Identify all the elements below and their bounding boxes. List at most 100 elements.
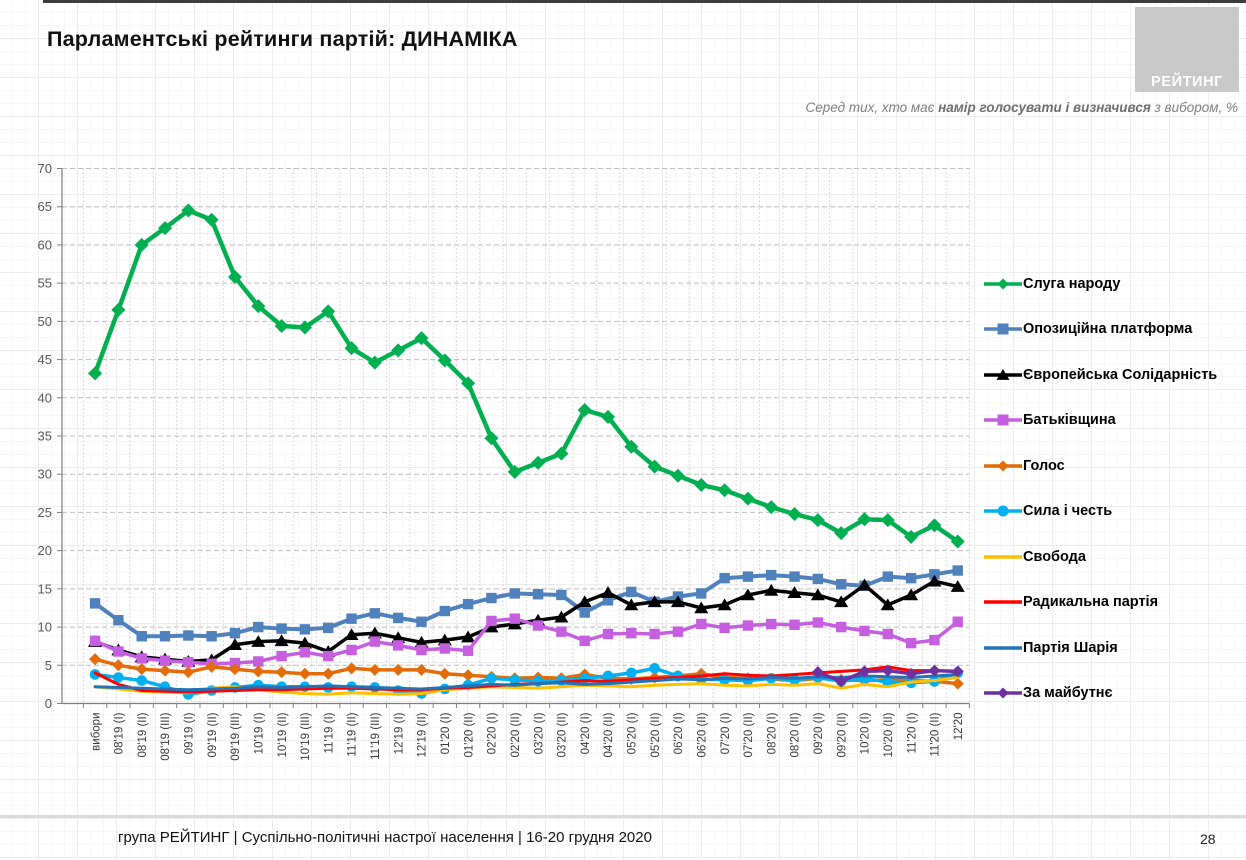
legend-label-yevropeiska-solidarnist: Європейська Солідарність — [1023, 366, 1218, 383]
series-marker-yevropeiska-solidarnist — [834, 595, 849, 608]
series-marker-opozytsiina-platforma — [952, 565, 963, 576]
series-marker-holos — [298, 667, 311, 680]
series-marker-opozytsiina-platforma — [882, 571, 893, 582]
x-axis-label: 05'20 (I) — [627, 712, 639, 754]
series-marker-batkivshchyna — [229, 657, 241, 669]
chart-legend: Слуга народу Опозиційна платформа Європейс… — [984, 261, 1246, 716]
x-axis-label: 12'19 (I) — [393, 712, 405, 754]
legend-marker-sluha-narodu — [997, 278, 1009, 290]
series-marker-holos — [135, 663, 148, 676]
series-marker-yevropeiska-solidarnist — [367, 626, 382, 639]
legend-swatch-yevropeiska-solidarnist — [984, 368, 1022, 380]
y-axis-label: 50 — [38, 314, 52, 329]
series-marker-opozytsiina-platforma — [626, 586, 637, 598]
subtitle-prefix: Серед тих, хто має — [805, 100, 939, 115]
series-marker-sluha-narodu — [297, 320, 312, 335]
series-marker-opozytsiina-platforma — [89, 598, 101, 609]
series-marker-batkivshchyna — [812, 617, 824, 628]
series-marker-batkivshchyna — [672, 626, 684, 637]
legend-label-radykalna-partiia: Радикальна партія — [1023, 594, 1159, 611]
x-axis-label: 03'20 (I) — [533, 712, 545, 754]
legend-item-za-maibutnie: За майбутнє — [984, 671, 1246, 717]
series-marker-opozytsiina-platforma — [742, 571, 754, 582]
series-marker-holos — [182, 666, 195, 679]
series-marker-yevropeiska-solidarnist — [414, 635, 429, 648]
series-marker-yevropeiska-solidarnist — [227, 638, 242, 650]
series-batkivshchyna — [89, 613, 963, 669]
series-marker-batkivshchyna — [696, 618, 707, 630]
x-axis-label: 08'20 (I) — [766, 712, 778, 754]
series-marker-opozytsiina-platforma — [696, 588, 707, 599]
series-marker-yevropeiska-solidarnist — [904, 588, 919, 601]
series-marker-holos — [392, 663, 405, 676]
series-marker-holos — [462, 669, 475, 682]
legend-marker-opozytsiina-platforma — [997, 323, 1009, 335]
series-marker-sluha-narodu — [111, 302, 126, 317]
series-marker-sluha-narodu — [904, 529, 919, 544]
x-axis-label: 08'20 (II) — [790, 712, 802, 757]
series-marker-holos — [252, 665, 265, 678]
x-axis-label: 10'19 (III) — [300, 712, 312, 760]
legend-item-opozytsiina-platforma: Опозиційна платформа — [984, 307, 1246, 353]
series-marker-batkivshchyna — [952, 616, 963, 627]
series-marker-opozytsiina-platforma — [556, 589, 567, 601]
footer-source: група РЕЙТИНГ | Суспільно-політичні наст… — [118, 829, 652, 846]
x-axis-label: 01'20 (II) — [463, 712, 475, 757]
series-marker-sluha-narodu — [484, 431, 499, 446]
series-marker-za-maibutnie — [858, 665, 871, 678]
subtitle-suffix: з вибором, % — [1150, 100, 1238, 115]
series-marker-opozytsiina-platforma — [766, 569, 777, 581]
series-marker-sluha-narodu — [717, 483, 732, 498]
legend-marker-holos — [997, 460, 1009, 472]
series-marker-opozytsiina-platforma — [416, 616, 427, 627]
series-marker-opozytsiina-platforma — [276, 623, 287, 634]
series-marker-sluha-narodu — [507, 464, 522, 479]
series-marker-batkivshchyna — [323, 650, 334, 662]
series-marker-holos — [415, 663, 428, 676]
series-marker-syla-i-chest — [509, 674, 521, 686]
series-marker-batkivshchyna — [299, 647, 311, 658]
x-axis-label: 10'19 (II) — [277, 712, 289, 757]
x-axis-label: 12'20 — [953, 713, 965, 741]
series-marker-batkivshchyna — [532, 620, 544, 631]
x-axis-label: 09'19 (II) — [207, 712, 219, 757]
series-marker-sluha-narodu — [88, 366, 103, 381]
series-marker-sluha-narodu — [577, 403, 592, 418]
series-marker-opozytsiina-platforma — [812, 573, 824, 585]
series-marker-yevropeiska-solidarnist — [694, 601, 709, 614]
series-marker-sluha-narodu — [367, 355, 382, 370]
rating-logo-text: РЕЙТИНГ — [1151, 74, 1223, 90]
x-axis-label: 08'19 (II) — [137, 712, 149, 757]
x-axis-label: 12'19 (II) — [417, 712, 429, 757]
series-marker-sluha-narodu — [321, 304, 336, 319]
series-line-partiia-shariia — [93, 673, 960, 692]
y-axis-label: 10 — [38, 620, 52, 635]
series-marker-batkivshchyna — [789, 619, 800, 630]
legend-swatch-svoboda — [984, 555, 1022, 559]
footer-divider — [0, 815, 1246, 818]
x-axis-label: 07'20 (I) — [720, 712, 732, 754]
legend-label-opozytsiina-platforma: Опозиційна платформа — [1023, 321, 1193, 338]
series-marker-batkivshchyna — [719, 622, 730, 634]
legend-item-syla-i-chest: Сила і честь — [984, 489, 1246, 535]
series-marker-opozytsiina-platforma — [159, 631, 171, 642]
series-marker-sluha-narodu — [134, 237, 149, 252]
series-marker-yevropeiska-solidarnist — [764, 583, 779, 596]
series-marker-yevropeiska-solidarnist — [787, 586, 802, 599]
series-marker-yevropeiska-solidarnist — [484, 620, 499, 633]
y-axis-label: 30 — [38, 467, 52, 482]
y-axis-label: 5 — [45, 658, 52, 673]
legend-swatch-holos — [984, 460, 1022, 472]
series-marker-batkivshchyna — [253, 656, 264, 667]
legend-item-radykalna-partiia: Радикальна партія — [984, 580, 1246, 626]
series-marker-sluha-narodu — [927, 518, 942, 533]
x-axis-label: 10'19 (I) — [253, 712, 265, 754]
legend-label-holos: Голос — [1023, 457, 1065, 474]
series-marker-holos — [438, 667, 451, 680]
series-marker-sluha-narodu — [740, 491, 755, 506]
series-marker-holos — [275, 666, 288, 679]
x-axis-label: 02'20 (II) — [510, 712, 522, 757]
series-marker-opozytsiina-platforma — [253, 621, 264, 633]
series-marker-yevropeiska-solidarnist — [344, 628, 359, 641]
